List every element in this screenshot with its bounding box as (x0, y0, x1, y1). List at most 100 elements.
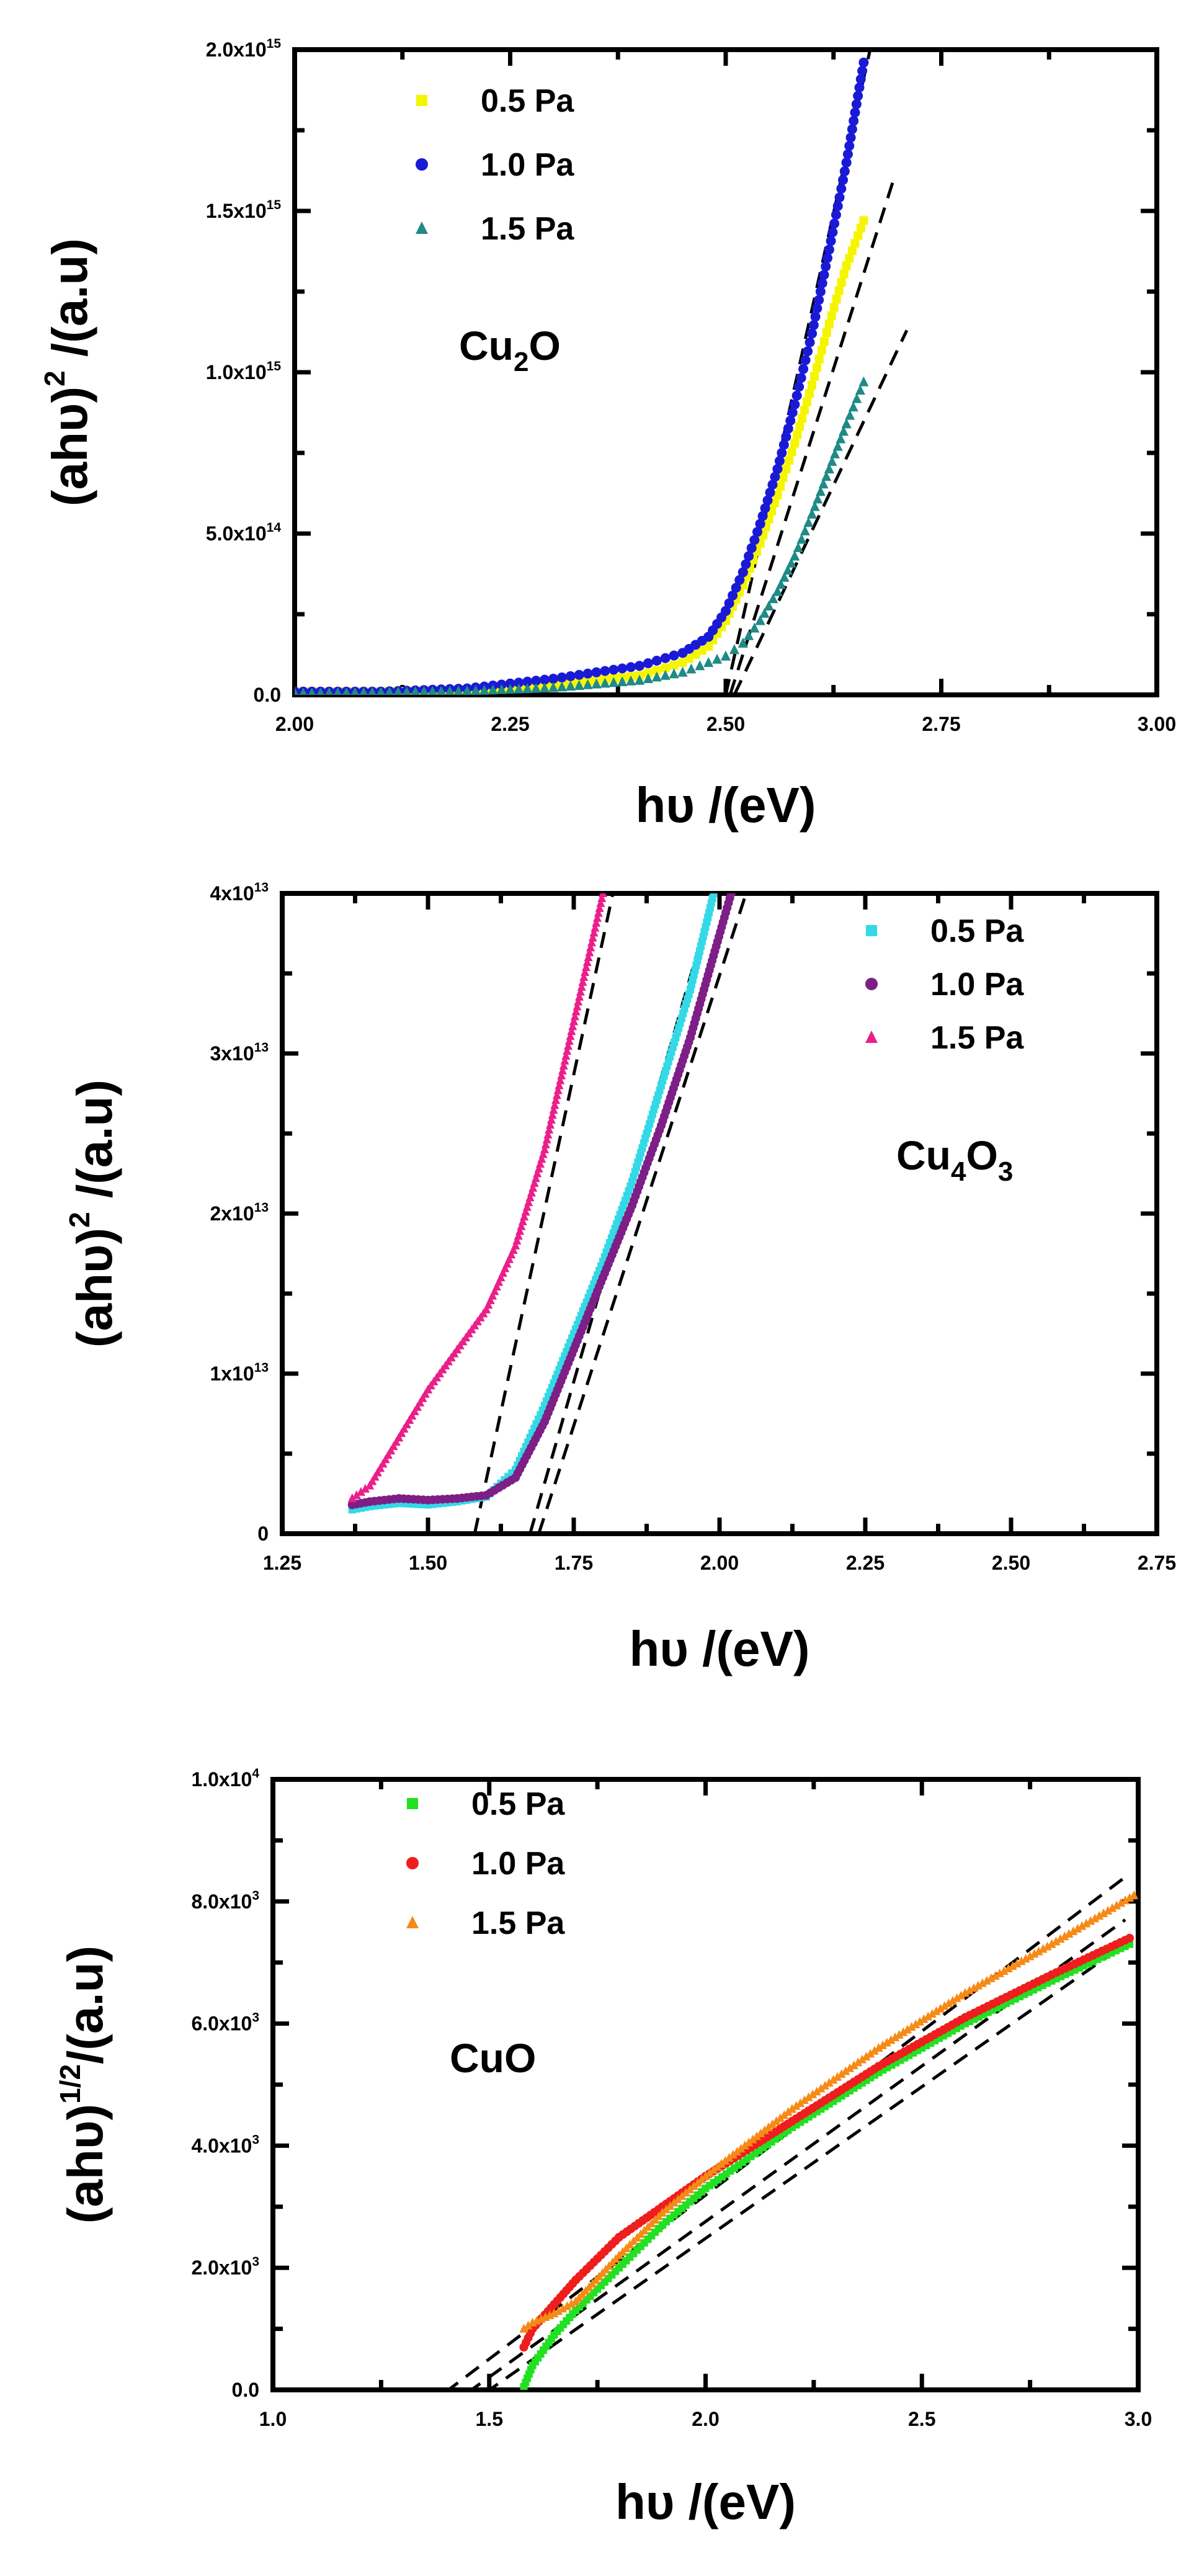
data-point-trail (1082, 1918, 1091, 1928)
data-point-trail (1012, 1959, 1022, 1968)
data-point-trail (652, 666, 661, 675)
y-tick-label: 8.0x103 (191, 1889, 259, 1913)
y-tick-label: 5.0x1014 (206, 521, 282, 545)
data-point-trail (817, 346, 826, 355)
data-point-trail (1038, 1944, 1048, 1953)
data-point (591, 667, 602, 678)
data-point-trail (829, 218, 840, 229)
data-point-trail (546, 1115, 556, 1124)
data-point-trail (626, 662, 636, 673)
data-point-trail (733, 2147, 742, 2156)
data-point-trail (833, 2072, 842, 2081)
data-point-trail (517, 1221, 526, 1230)
data-point-trail (836, 433, 846, 444)
data-point-trail (565, 681, 576, 691)
data-point (807, 328, 817, 339)
data-point-trail (787, 447, 796, 457)
data-point-trail (803, 397, 812, 406)
data-point-trail (574, 996, 583, 1006)
data-point-trail (558, 1065, 567, 1075)
data-point-trail (845, 132, 856, 143)
data-point-trail (768, 2119, 777, 2128)
data-point-trail (760, 503, 770, 514)
data-point (1130, 1890, 1138, 1899)
data-point (841, 418, 852, 429)
data-point (365, 1480, 374, 1490)
data-point-trail (651, 671, 662, 682)
x-tick-label: 2.75 (1138, 1552, 1176, 1574)
data-point-trail (786, 557, 796, 568)
data-point-trail (783, 424, 793, 434)
data-point-trail (555, 1080, 564, 1089)
series-1.5-pa (295, 376, 869, 695)
data-point-trail (1103, 1905, 1113, 1915)
data-point (788, 2117, 796, 2126)
data-point-trail (816, 2083, 826, 2093)
data-point-trail (821, 471, 832, 481)
data-point-trail (582, 957, 592, 967)
data-point-trail (740, 2140, 749, 2150)
data-point-trail (551, 1095, 561, 1104)
data-point-trail (541, 1139, 550, 1148)
data-point-trail (581, 962, 591, 972)
data-point-trail (857, 66, 868, 76)
data-point-trail (952, 1993, 961, 2002)
x-tick-label: 1.0 (259, 2408, 287, 2430)
data-point-trail (566, 1031, 575, 1040)
data-point-trail (1043, 1941, 1052, 1951)
data-point-trail (853, 91, 863, 101)
data-point (615, 2264, 623, 2272)
data-point-trail (796, 373, 806, 383)
data-point-trail (608, 677, 619, 687)
data-point-trail (728, 2150, 738, 2159)
data-point-trail (1077, 1921, 1087, 1930)
data-point-trail (924, 2011, 933, 2021)
data-point-trail (903, 2024, 912, 2034)
data-point-trail (878, 2040, 888, 2049)
y-tick-label: 6.0x103 (191, 2011, 259, 2035)
data-point-trail (855, 74, 866, 84)
data-point-trail (845, 2063, 854, 2072)
data-point-trail (522, 683, 533, 694)
data-point (424, 1384, 432, 1393)
data-point-trail (804, 2092, 813, 2101)
y-tick-label: 0 (257, 1523, 269, 1545)
data-point-trail (594, 908, 603, 917)
data-point (511, 1473, 520, 1482)
data-point-trail (507, 1250, 516, 1259)
data-point-trail (800, 355, 811, 365)
x-tick-label: 1.5 (476, 2408, 503, 2430)
data-point-trail (866, 2049, 875, 2058)
data-point-trail (712, 653, 723, 664)
data-point-trail (538, 1149, 548, 1158)
data-point-trail (669, 661, 679, 670)
data-point-trail (416, 1397, 425, 1407)
legend-entry: 1.5 Pa (471, 1905, 565, 1941)
data-point-trail (1112, 1900, 1121, 1910)
data-point-trail (932, 2006, 941, 2015)
data-point-trail (689, 2181, 698, 2190)
fit-line (537, 893, 748, 1534)
data-point-trail (724, 598, 734, 609)
data-point-trail (488, 1290, 497, 1300)
series-0.5-pa (348, 893, 718, 1514)
data-point (755, 615, 765, 625)
data-point-trail (376, 1463, 385, 1472)
data-point-trail (839, 269, 849, 279)
data-point-trail (515, 1226, 525, 1235)
data-point-trail (419, 686, 429, 695)
data-point-trail (819, 337, 829, 346)
data-point-trail (767, 480, 778, 490)
compound-label: Cu2O (459, 323, 561, 377)
data-point (841, 158, 852, 168)
data-point (519, 2323, 528, 2333)
data-point-trail (927, 2009, 937, 2018)
data-point-trail (574, 679, 584, 690)
data-point-trail (752, 2131, 761, 2140)
data-point-trail (548, 1110, 557, 1119)
data-point-trail (1090, 1913, 1100, 1923)
data-point-trail (592, 913, 602, 922)
data-point-trail (492, 1281, 501, 1290)
data-point-trail (837, 2069, 846, 2078)
data-point-trail (531, 682, 542, 693)
